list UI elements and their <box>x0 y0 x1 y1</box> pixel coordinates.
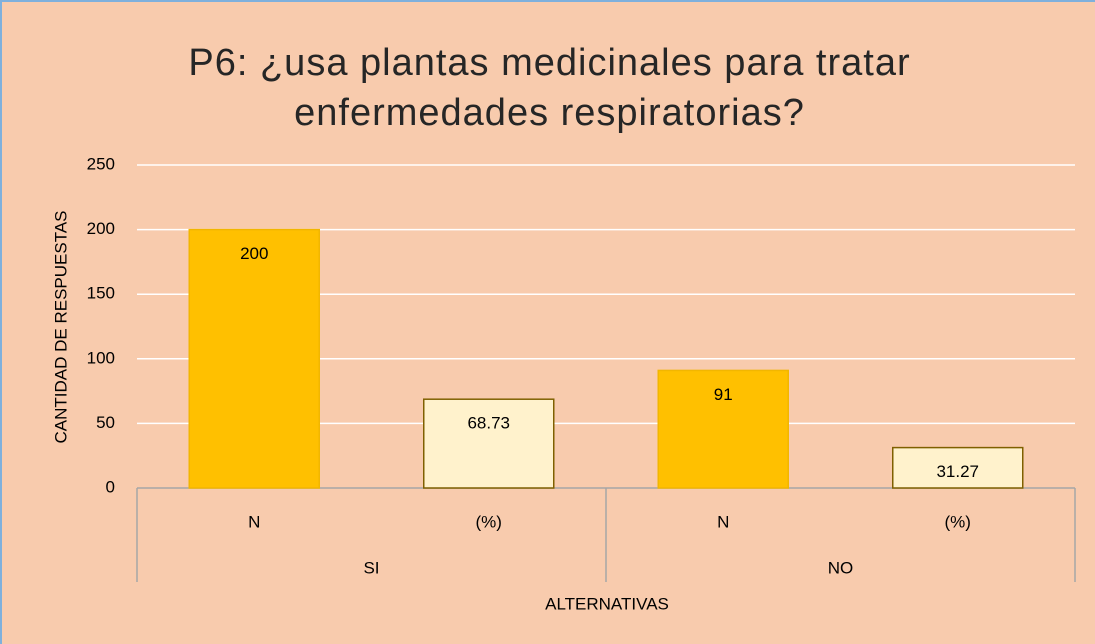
y-tick-label: 200 <box>87 219 115 238</box>
x-tick-label: N <box>717 512 729 531</box>
bar <box>188 228 320 489</box>
y-tick-label: 50 <box>96 413 115 432</box>
y-tick-label: 100 <box>87 348 115 367</box>
data-label: 68.73 <box>467 414 510 433</box>
bar <box>657 369 789 489</box>
x-tick-label: (%) <box>945 512 971 531</box>
group-label: NO <box>828 558 854 577</box>
y-tick-label: 250 <box>87 154 115 173</box>
y-tick-label: 150 <box>87 284 115 303</box>
data-label: 200 <box>240 244 268 263</box>
y-axis-label: CANTIDAD DE RESPUESTAS <box>51 210 70 443</box>
y-tick-label: 0 <box>106 477 115 496</box>
x-tick-label: N <box>248 512 260 531</box>
bar <box>423 398 555 489</box>
data-label: 91 <box>714 385 733 404</box>
x-axis-label: ALTERNATIVAS <box>545 594 669 613</box>
data-label: 31.27 <box>936 462 979 481</box>
bar <box>892 446 1024 489</box>
chart-title: P6: ¿usa plantas medicinales para tratar… <box>188 42 911 134</box>
group-label: SI <box>363 558 379 577</box>
x-tick-label: (%) <box>476 512 502 531</box>
